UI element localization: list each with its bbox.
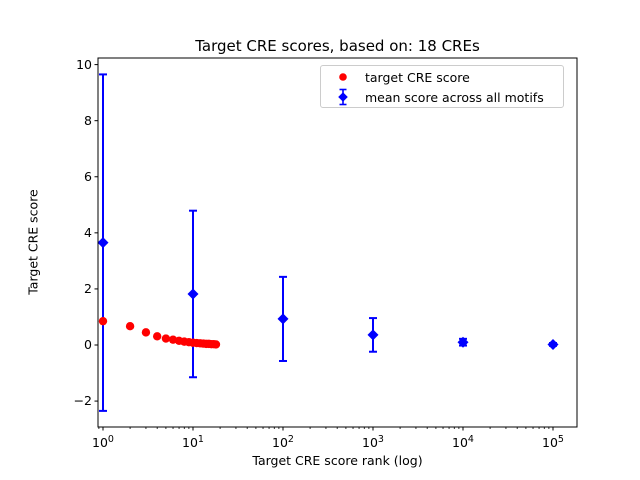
legend-label: target CRE score — [365, 69, 470, 85]
target-score-point — [141, 328, 151, 337]
y-tick-label: 8 — [84, 112, 92, 128]
chart-title: Target CRE scores, based on: 18 CREs — [195, 37, 480, 55]
x-tick-label: 104 — [452, 434, 474, 451]
mean-score-diamond — [457, 336, 469, 348]
y-tick-label: 0 — [84, 337, 92, 352]
y-tick-label: 4 — [84, 224, 92, 240]
x-tick-label: 103 — [362, 434, 384, 451]
mean-score-diamond — [187, 288, 199, 300]
x-tick-label: 100 — [92, 434, 114, 451]
y-tick-label: 6 — [84, 168, 92, 184]
y-tick-label: 10 — [76, 56, 92, 72]
y-tick-label: 2 — [84, 280, 92, 296]
y-axis-label: Target CRE score — [25, 189, 41, 295]
blue-diamond-errorbar-icon — [338, 88, 348, 106]
legend: target CRE score mean score across all m… — [320, 65, 564, 108]
red-circle-icon — [339, 73, 347, 81]
x-axis-label: Target CRE score rank (log) — [252, 453, 423, 468]
mean-score-diamond — [97, 237, 109, 249]
target-score-point — [98, 316, 108, 326]
x-tick-label: 102 — [272, 434, 294, 451]
x-tick-label: 105 — [542, 434, 564, 451]
target-score-point — [125, 322, 135, 331]
legend-entry-mean-score: mean score across all motifs — [321, 87, 563, 107]
target-score-point — [211, 340, 221, 349]
mean-score-diamond — [547, 338, 559, 350]
mean-score-diamond — [277, 313, 289, 325]
x-tick-label: 101 — [182, 434, 204, 451]
legend-entry-target-score: target CRE score — [321, 67, 563, 87]
mean-score-diamond — [367, 329, 379, 341]
target-score-point — [161, 334, 171, 343]
target-score-point — [152, 332, 162, 341]
plot-border — [97, 57, 578, 428]
y-tick-label: −2 — [73, 393, 92, 409]
legend-label: mean score across all motifs — [365, 89, 544, 105]
